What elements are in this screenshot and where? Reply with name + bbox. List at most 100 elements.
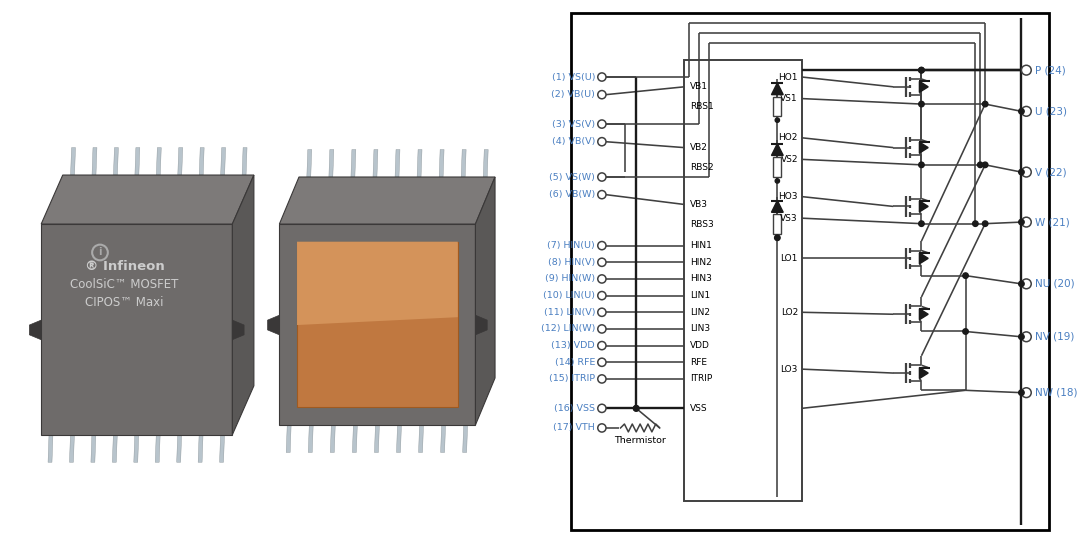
Circle shape xyxy=(597,404,606,413)
Polygon shape xyxy=(48,435,53,462)
Text: (7) HIN(U): (7) HIN(U) xyxy=(548,241,595,250)
Polygon shape xyxy=(219,435,225,462)
Text: NU (20): NU (20) xyxy=(1035,279,1075,289)
Polygon shape xyxy=(440,149,444,177)
Text: (3) VS(V): (3) VS(V) xyxy=(552,119,595,128)
Polygon shape xyxy=(352,425,357,452)
Polygon shape xyxy=(375,425,379,452)
Circle shape xyxy=(597,358,606,367)
Polygon shape xyxy=(461,149,467,177)
Text: ® Infineon: ® Infineon xyxy=(84,260,164,273)
Polygon shape xyxy=(178,148,183,175)
Polygon shape xyxy=(307,149,312,177)
Text: CIPOS™ Maxi: CIPOS™ Maxi xyxy=(85,296,164,309)
Text: NV (19): NV (19) xyxy=(1035,332,1075,342)
Text: (11) LIN(V): (11) LIN(V) xyxy=(543,308,595,317)
Text: (16) VSS: (16) VSS xyxy=(554,404,595,413)
Polygon shape xyxy=(297,242,458,325)
Circle shape xyxy=(1018,220,1024,225)
Circle shape xyxy=(775,236,780,240)
Bar xyxy=(685,60,801,502)
Circle shape xyxy=(1022,217,1031,227)
Text: RFE: RFE xyxy=(690,358,707,367)
Text: (17) VTH: (17) VTH xyxy=(553,424,595,432)
Circle shape xyxy=(597,424,606,432)
Circle shape xyxy=(597,120,606,128)
Polygon shape xyxy=(232,175,254,435)
Polygon shape xyxy=(242,148,247,175)
Polygon shape xyxy=(771,83,783,95)
Text: VB1: VB1 xyxy=(690,82,708,91)
Polygon shape xyxy=(373,149,378,177)
Bar xyxy=(773,158,781,177)
Circle shape xyxy=(597,342,606,349)
Circle shape xyxy=(597,173,606,181)
Polygon shape xyxy=(308,425,313,452)
Polygon shape xyxy=(395,149,400,177)
Text: (9) HIN(W): (9) HIN(W) xyxy=(545,274,595,284)
Text: VS1: VS1 xyxy=(781,94,798,103)
Polygon shape xyxy=(919,309,928,320)
Circle shape xyxy=(1018,281,1024,286)
Polygon shape xyxy=(475,315,487,335)
Text: (6) VB(W): (6) VB(W) xyxy=(549,190,595,199)
Circle shape xyxy=(774,235,780,241)
Circle shape xyxy=(919,67,924,73)
Polygon shape xyxy=(280,224,475,425)
Polygon shape xyxy=(157,148,161,175)
Polygon shape xyxy=(919,142,928,153)
Text: LO3: LO3 xyxy=(781,364,798,374)
Text: VSS: VSS xyxy=(690,404,707,413)
Text: (8) HIN(V): (8) HIN(V) xyxy=(548,258,595,267)
Text: VB3: VB3 xyxy=(690,200,708,209)
Polygon shape xyxy=(919,368,928,379)
Circle shape xyxy=(597,375,606,383)
Polygon shape xyxy=(483,149,488,177)
Text: VS3: VS3 xyxy=(781,213,798,223)
Circle shape xyxy=(1018,169,1024,175)
Polygon shape xyxy=(919,201,928,212)
Text: HO1: HO1 xyxy=(779,72,798,81)
Polygon shape xyxy=(268,315,280,335)
Circle shape xyxy=(973,221,978,226)
Text: (1) VS(U): (1) VS(U) xyxy=(552,72,595,81)
Text: HO3: HO3 xyxy=(779,192,798,201)
Text: (2) VB(U): (2) VB(U) xyxy=(551,90,595,99)
Circle shape xyxy=(775,118,780,122)
Polygon shape xyxy=(771,201,783,212)
Circle shape xyxy=(597,325,606,333)
Polygon shape xyxy=(441,425,446,452)
Text: HIN3: HIN3 xyxy=(690,274,712,284)
Polygon shape xyxy=(41,175,254,224)
Polygon shape xyxy=(113,148,119,175)
Circle shape xyxy=(597,308,606,316)
Polygon shape xyxy=(297,242,458,408)
Text: HIN2: HIN2 xyxy=(690,258,712,267)
Polygon shape xyxy=(199,148,204,175)
Text: U (23): U (23) xyxy=(1035,106,1067,116)
Circle shape xyxy=(977,162,983,168)
Polygon shape xyxy=(280,177,495,224)
Circle shape xyxy=(597,138,606,146)
Bar xyxy=(773,214,781,234)
Circle shape xyxy=(597,91,606,99)
Polygon shape xyxy=(286,425,292,452)
Text: VB2: VB2 xyxy=(690,143,708,152)
Text: (10) LIN(U): (10) LIN(U) xyxy=(543,291,595,300)
Circle shape xyxy=(919,162,924,168)
Text: LO1: LO1 xyxy=(781,254,798,263)
Text: VS2: VS2 xyxy=(781,155,798,164)
Text: NW (18): NW (18) xyxy=(1035,388,1078,398)
Polygon shape xyxy=(135,148,139,175)
Circle shape xyxy=(962,328,969,334)
Polygon shape xyxy=(41,224,232,435)
Circle shape xyxy=(983,162,988,168)
Circle shape xyxy=(1018,334,1024,340)
Polygon shape xyxy=(329,149,334,177)
Polygon shape xyxy=(92,148,97,175)
Text: LIN1: LIN1 xyxy=(690,291,711,300)
Circle shape xyxy=(983,221,988,226)
Circle shape xyxy=(1022,279,1031,289)
Text: HIN1: HIN1 xyxy=(690,241,712,250)
Circle shape xyxy=(962,273,969,278)
